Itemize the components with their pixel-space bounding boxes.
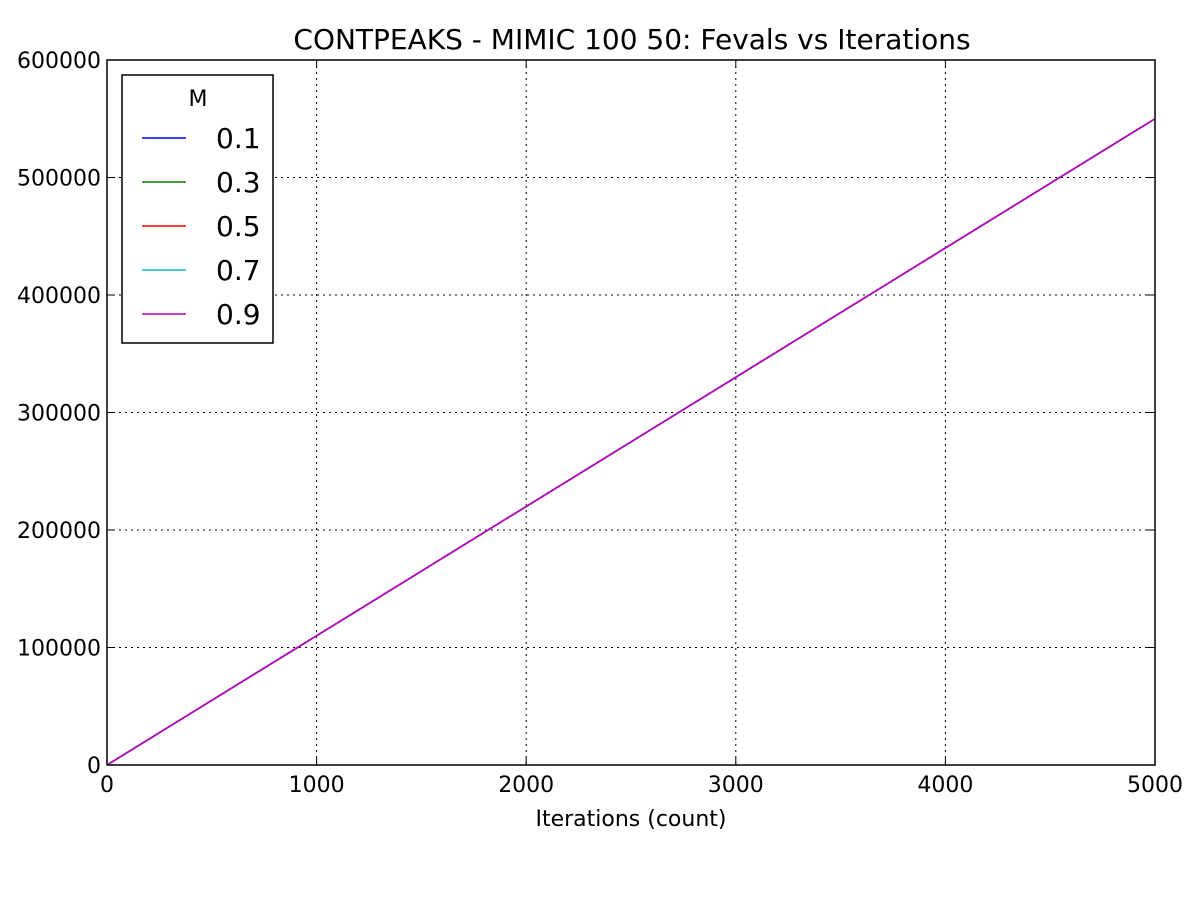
x-tick-label: 0 bbox=[100, 773, 114, 798]
x-axis-label: Iterations (count) bbox=[535, 807, 726, 832]
y-tick-label: 0 bbox=[87, 754, 101, 779]
legend-label: 0.3 bbox=[216, 166, 261, 199]
y-tick-label: 200000 bbox=[17, 519, 101, 544]
legend-label: 0.7 bbox=[216, 254, 261, 287]
axis-ticks: 0 1000 2000 3000 4000 5000 0 100000 200000 300000… bbox=[17, 49, 1183, 798]
grid bbox=[107, 60, 1155, 765]
x-tick-label: 4000 bbox=[917, 773, 973, 798]
series-lines bbox=[106, 118, 1156, 766]
legend-title: M bbox=[189, 87, 208, 112]
series-line-0.9 bbox=[106, 118, 1156, 766]
chart-title: CONTPEAKS - MIMIC 100 50: Fevals vs Iter… bbox=[293, 23, 970, 56]
x-tick-label: 1000 bbox=[289, 773, 345, 798]
legend-label: 0.9 bbox=[216, 298, 261, 331]
legend-label: 0.1 bbox=[216, 122, 261, 155]
legend: M 0.1 0.3 0.5 0.7 0.9 bbox=[121, 74, 274, 344]
x-tick-label: 5000 bbox=[1127, 773, 1183, 798]
y-tick-label: 400000 bbox=[17, 284, 101, 309]
y-tick-label: 600000 bbox=[17, 49, 101, 74]
x-tick-label: 2000 bbox=[498, 773, 554, 798]
legend-box bbox=[121, 74, 274, 344]
y-tick-label: 100000 bbox=[17, 637, 101, 662]
y-tick-label: 300000 bbox=[17, 402, 101, 427]
x-tick-label: 3000 bbox=[708, 773, 764, 798]
y-tick-label: 500000 bbox=[17, 167, 101, 192]
legend-label: 0.5 bbox=[216, 210, 261, 243]
